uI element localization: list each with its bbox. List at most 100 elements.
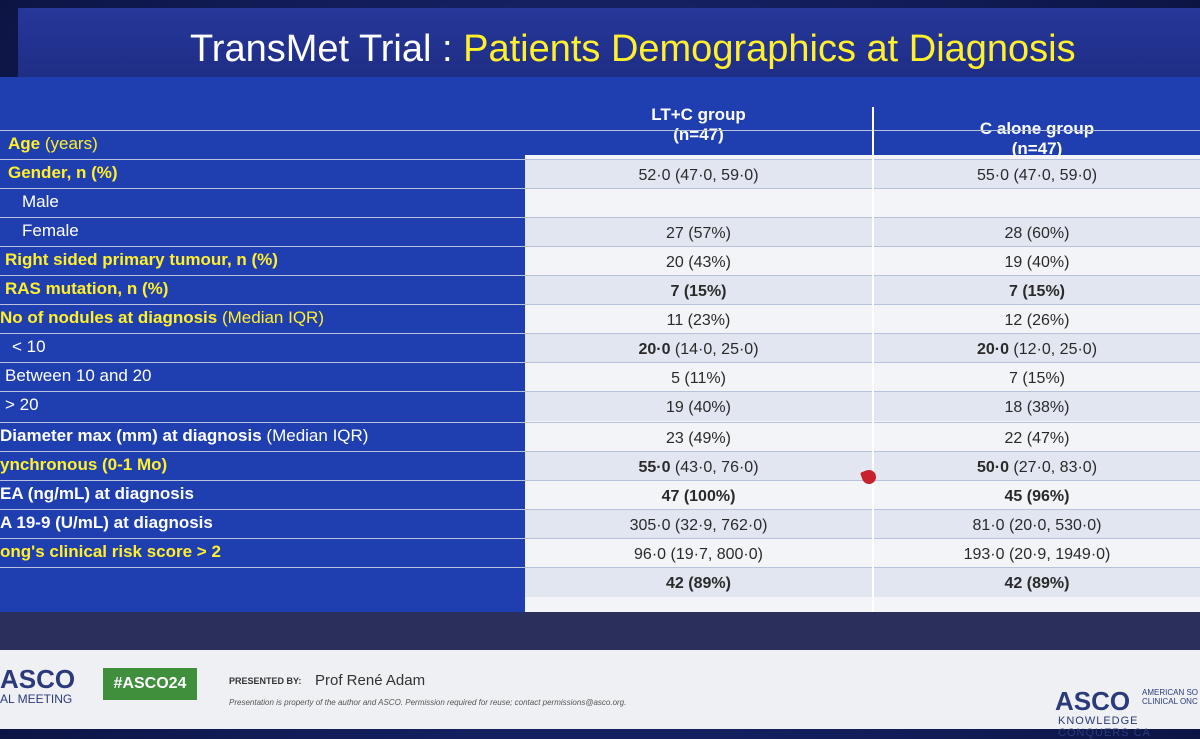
row-label-cell	[0, 218, 525, 247]
cell-value: (12·0, 25·0)	[1008, 341, 1098, 358]
column-header-ltc: LT+C group (n=47)	[525, 105, 872, 145]
cell-ltc-group: 5 (11%)	[525, 370, 872, 388]
cell-value: 23 (49%)	[666, 430, 731, 447]
cell-value: 7 (15%)	[1008, 283, 1066, 300]
title-topic: Patients Demographics at Diagnosis	[463, 28, 1076, 70]
cell-value: 12 (26%)	[1004, 312, 1070, 329]
row-label-text: A 19-9 (U/mL) at diagnosis	[0, 513, 213, 532]
cell-c-alone-group: 28 (60%)	[874, 225, 1200, 243]
row-label: Between 10 and 20	[5, 366, 152, 386]
row-label: < 10	[12, 337, 46, 357]
table-row: No of nodules at diagnosis (Median IQR) 1…	[0, 304, 1200, 334]
row-label-text: ynchronous (0-1 Mo)	[0, 455, 168, 474]
cell-value: 19 (40%)	[666, 399, 731, 416]
row-label-suffix: (years)	[40, 134, 98, 153]
row-label: Gender, n (%)	[8, 163, 118, 183]
title-trial: TransMet Trial :	[190, 28, 464, 70]
slide-title: TransMet Trial : Patients Demographics a…	[190, 28, 1076, 71]
row-label-cell	[0, 189, 525, 218]
cell-c-alone-group: 7 (15%)	[874, 283, 1200, 301]
cell-c-alone-group: 12 (26%)	[874, 312, 1200, 330]
cell-c-alone-group: 81·0 (20·0, 530·0)	[874, 517, 1200, 535]
cell-ltc-group: 20·0 (14·0, 25·0)	[525, 341, 872, 359]
hashtag-badge: #ASCO24	[103, 668, 197, 700]
cell-ltc-group: 20 (43%)	[525, 254, 872, 272]
cell-c-alone-group: 20·0 (12·0, 25·0)	[874, 341, 1200, 359]
row-label-cell	[0, 363, 525, 392]
row-label-text: > 20	[5, 395, 39, 414]
cell-c-alone-group: 19 (40%)	[874, 254, 1200, 272]
column-header-calone-n: (n=47)	[1011, 139, 1063, 158]
row-label-text: EA (ng/mL) at diagnosis	[0, 484, 194, 503]
cell-c-alone-group: 45 (96%)	[874, 488, 1200, 506]
row-label-cell	[0, 539, 525, 568]
header-band	[525, 77, 1200, 155]
row-label-cell	[0, 305, 525, 334]
cell-median-value: 20·0	[976, 341, 1009, 358]
cell-value: (27·0, 83·0)	[1008, 459, 1098, 476]
table-row: ynchronous (0-1 Mo) 55·0 (43·0, 76·0) 50·0…	[0, 451, 1200, 481]
row-label-text: Female	[22, 221, 79, 240]
cell-ltc-group: 23 (49%)	[525, 430, 872, 448]
cell-c-alone-group: 55·0 (47·0, 59·0)	[874, 167, 1200, 185]
row-label: ong's clinical risk score > 2	[0, 542, 221, 562]
table-row: Right sided primary tumour, n (%) 20 (43%…	[0, 246, 1200, 276]
row-label: Age (years)	[8, 134, 98, 154]
column-header-calone-name: C alone group	[979, 119, 1095, 138]
cell-c-alone-group: 42 (89%)	[874, 575, 1200, 593]
cell-value: 7 (15%)	[1008, 370, 1066, 387]
cell-value: 22 (47%)	[1004, 430, 1070, 447]
row-label-cell	[0, 568, 525, 597]
row-label-text: No of nodules at diagnosis	[0, 308, 218, 327]
cell-ltc-group: 305·0 (32·9, 762·0)	[525, 517, 872, 535]
row-label: > 20	[5, 395, 39, 415]
cell-value: 55·0 (47·0, 59·0)	[976, 167, 1098, 184]
footer-strip	[0, 650, 1200, 729]
table-row: EA (ng/mL) at diagnosis 47 (100%) 45 (96%)	[0, 480, 1200, 510]
row-label-suffix: (Median IQR)	[217, 308, 324, 327]
cell-value: 45 (96%)	[1004, 488, 1070, 505]
row-label-cell	[0, 334, 525, 363]
cell-value: 305·0 (32·9, 762·0)	[629, 517, 768, 534]
cell-ltc-group: 55·0 (43·0, 76·0)	[525, 459, 872, 477]
row-label-cell	[0, 510, 525, 539]
cell-value: (14·0, 25·0)	[670, 341, 759, 358]
cell-ltc-group: 52·0 (47·0, 59·0)	[525, 167, 872, 185]
cell-c-alone-group: 22 (47%)	[874, 430, 1200, 448]
row-label: A 19-9 (U/mL) at diagnosis	[0, 513, 213, 533]
row-label-text: ong's clinical risk score > 2	[0, 542, 221, 561]
table-row: Gender, n (%) 52·0 (47·0, 59·0) 55·0 (47·0…	[0, 159, 1200, 189]
column-separator	[872, 107, 874, 612]
row-label-text: Male	[22, 192, 59, 211]
row-label-text: Age	[8, 134, 41, 153]
cell-value: 96·0 (19·7, 800·0)	[634, 546, 763, 563]
cell-value: 20 (43%)	[666, 254, 731, 271]
cell-value: (43·0, 76·0)	[670, 459, 759, 476]
cell-median-value: 55·0	[638, 459, 671, 476]
asco-logo-right: ASCO	[1055, 686, 1131, 716]
table-row: A 19-9 (U/mL) at diagnosis 305·0 (32·9, 7…	[0, 509, 1200, 539]
cell-ltc-group: 47 (100%)	[525, 488, 872, 506]
row-label-text: < 10	[12, 337, 46, 356]
cell-value: 47 (100%)	[661, 488, 736, 505]
cell-value: 42 (89%)	[666, 575, 731, 592]
table-row: 42 (89%) 42 (89%)	[0, 567, 1200, 597]
cell-value: 18 (38%)	[1004, 399, 1070, 416]
row-label-suffix: (Median IQR)	[261, 426, 369, 445]
asco-tagline: KNOWLEDGE CONQUERS CA	[1058, 715, 1151, 739]
meeting-label: AL MEETING	[0, 692, 73, 706]
table-row: RAS mutation, n (%) 7 (15%) 7 (15%)	[0, 275, 1200, 305]
cell-value: 81·0 (20·0, 530·0)	[972, 517, 1102, 534]
cell-value: 19 (40%)	[1004, 254, 1070, 271]
row-label: Male	[22, 192, 59, 212]
row-label-cell	[0, 452, 525, 481]
cell-value: 7 (15%)	[670, 283, 727, 300]
row-label-cell	[0, 131, 525, 160]
table-row: Diameter max (mm) at diagnosis (Median I…	[0, 422, 1200, 452]
row-label: EA (ng/mL) at diagnosis	[0, 484, 194, 504]
cell-c-alone-group: 7 (15%)	[874, 370, 1200, 388]
cell-value: 193·0 (20·9, 1949·0)	[963, 546, 1111, 563]
cell-value: 52·0 (47·0, 59·0)	[638, 167, 759, 184]
copyright-notice: Presentation is property of the author a…	[229, 698, 627, 707]
table-row: ong's clinical risk score > 2 96·0 (19·7,…	[0, 538, 1200, 568]
